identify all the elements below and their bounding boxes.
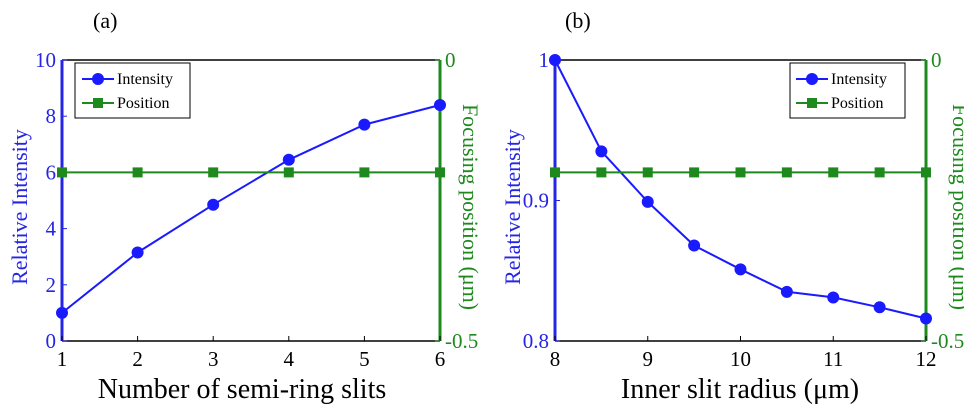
legend-marker-position (807, 98, 817, 108)
data-point-position (57, 167, 67, 178)
x-tick-label: 8 (550, 347, 561, 371)
data-point-intensity (282, 153, 295, 166)
panel-label: (b) (565, 8, 591, 33)
data-point-position (828, 167, 839, 178)
x-tick-label: 11 (823, 347, 843, 371)
data-point-intensity (207, 198, 220, 211)
legend-box (789, 62, 906, 119)
legend-label-intensity: Intensity (831, 71, 887, 88)
data-point-intensity (688, 239, 701, 252)
x-tick-label: 9 (643, 347, 654, 371)
data-point-position (596, 167, 607, 178)
y-axis-label-left: Relative Intensity (7, 129, 32, 285)
data-point-position (921, 167, 931, 178)
data-point-intensity (734, 263, 747, 276)
data-point-intensity (434, 98, 446, 111)
y-axis-label-right: Focusing position (μm) (458, 104, 483, 310)
data-point-position (550, 167, 560, 178)
y-tick-label-left: 4 (46, 217, 57, 241)
y-tick-label-left: 0 (46, 329, 57, 353)
x-tick-label: 5 (359, 347, 370, 371)
data-point-position (435, 167, 445, 178)
legend-box (74, 62, 191, 119)
data-point-intensity (358, 118, 371, 131)
series-line-intensity (61, 104, 441, 314)
y-tick-label-right: -0.5 (931, 329, 964, 353)
plot-area: 8 9 10 11 12 0.8 0.9 1 -0.5 0 (523, 48, 964, 371)
panel-label: (a) (93, 8, 117, 33)
data-point-intensity (780, 285, 793, 298)
data-point-position (283, 167, 294, 178)
legend-entry-position: Position (796, 95, 883, 112)
y-tick-label-left: 0.9 (523, 189, 549, 213)
data-point-position (874, 167, 885, 178)
data-point-intensity (827, 291, 840, 304)
x-tick-label: 4 (284, 347, 295, 371)
data-point-intensity (873, 301, 886, 314)
y-tick-label-left: 6 (46, 160, 57, 184)
y-tick-label-left: 1 (539, 48, 550, 72)
y-axis-label-right: Focusing position (μm) (948, 104, 964, 310)
legend-marker-intensity (806, 73, 818, 85)
y-tick-label-left: 0.8 (523, 329, 549, 353)
legend-entry-position: Position (82, 95, 169, 112)
data-point-intensity (641, 195, 654, 208)
y-tick-label-left: 8 (46, 104, 57, 128)
data-point-position (208, 167, 219, 178)
x-tick-label: 12 (916, 347, 937, 371)
data-point-intensity (595, 145, 608, 158)
data-point-position (689, 167, 700, 178)
legend: Intensity Position (74, 62, 191, 119)
y-tick-label-right: -0.5 (445, 329, 478, 353)
data-point-position (642, 167, 653, 178)
data-point-position (735, 167, 746, 178)
y-tick-label-right: 0 (931, 48, 942, 72)
data-point-intensity (920, 312, 932, 325)
x-axis-label: Inner slit radius (μm) (621, 374, 859, 405)
y-axis-label-left: Relative Intensity (500, 129, 525, 285)
y-tick-label-left: 2 (46, 273, 57, 297)
data-point-intensity (549, 54, 561, 66)
x-tick-label: 6 (435, 347, 446, 371)
data-point-position (781, 167, 792, 178)
panel-a: (a) Number of semi-ring slits Relative I… (7, 8, 483, 405)
legend-label-intensity: Intensity (117, 71, 173, 88)
legend-entry-intensity: Intensity (82, 71, 173, 88)
legend: Intensity Position (789, 62, 906, 119)
x-tick-label: 2 (132, 347, 143, 371)
x-axis-label: Number of semi-ring slits (98, 374, 387, 405)
data-point-position (132, 167, 143, 178)
legend-marker-intensity (92, 73, 104, 85)
panel-b: (b) Inner slit radius (μm) Relative Inte… (500, 8, 964, 405)
data-point-position (359, 167, 370, 178)
plot-area: 1 2 3 4 5 6 0 2 4 6 8 10 -0.5 0 (35, 48, 478, 371)
legend-label-position: Position (831, 95, 883, 112)
y-tick-label-right: 0 (445, 48, 456, 72)
legend-label-position: Position (117, 95, 169, 112)
y-tick-label-left: 10 (35, 48, 56, 72)
data-point-intensity (131, 246, 144, 259)
x-tick-label: 3 (208, 347, 219, 371)
legend-marker-position (93, 98, 103, 108)
legend-entry-intensity: Intensity (796, 71, 887, 88)
x-tick-label: 10 (730, 347, 751, 371)
data-point-intensity (56, 306, 68, 319)
x-tick-label: 1 (57, 347, 68, 371)
